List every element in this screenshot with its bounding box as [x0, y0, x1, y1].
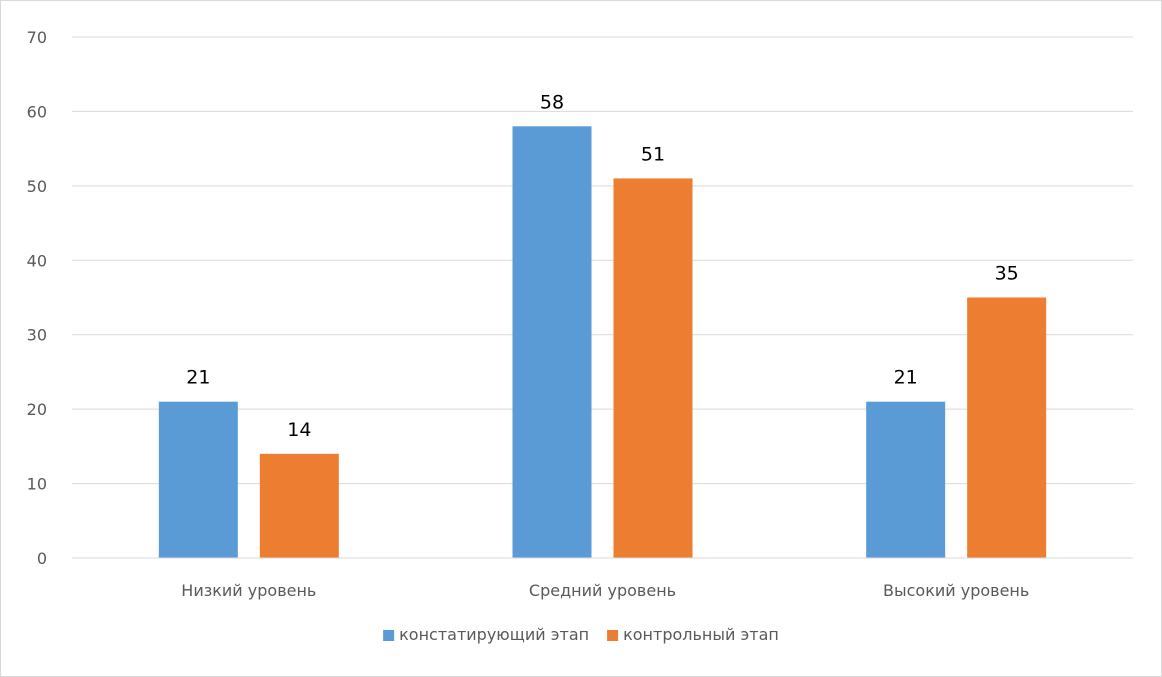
data-labels: 21 14 58 51 21 35: [186, 91, 1019, 440]
data-label: 14: [287, 419, 311, 441]
data-label: 21: [894, 367, 918, 389]
data-label: 21: [186, 367, 210, 389]
legend-swatch: [383, 630, 395, 641]
legend-label: констатирующий этап: [399, 625, 589, 644]
y-tick-label: 20: [27, 400, 47, 419]
y-tick-label: 60: [27, 102, 47, 121]
y-tick-label: 40: [27, 251, 47, 270]
x-tick-label: Высокий уровень: [883, 581, 1029, 600]
y-axis: 0 10 20 30 40 50 60 70: [27, 28, 47, 568]
data-label: 58: [540, 91, 564, 113]
bars: [158, 126, 1047, 559]
bar: [967, 297, 1047, 558]
x-axis: Низкий уровень Средний уровень Высокий уро…: [72, 557, 1133, 600]
bar: [158, 401, 238, 558]
legend-swatch: [607, 630, 619, 641]
bar: [613, 178, 693, 558]
y-tick-label: 50: [27, 177, 47, 196]
y-tick-label: 10: [27, 475, 47, 494]
y-tick-label: 30: [27, 326, 47, 345]
bar: [259, 453, 339, 558]
x-tick-label: Низкий уровень: [181, 581, 316, 600]
bar: [512, 126, 592, 559]
x-tick-label: Средний уровень: [529, 581, 676, 600]
y-tick-label: 0: [37, 549, 47, 568]
legend: констатирующий этап контрольный этап: [383, 625, 779, 644]
bar: [866, 401, 946, 558]
legend-label: контрольный этап: [623, 625, 779, 644]
data-label: 35: [995, 263, 1019, 285]
y-tick-label: 70: [27, 28, 47, 47]
data-label: 51: [641, 143, 665, 165]
